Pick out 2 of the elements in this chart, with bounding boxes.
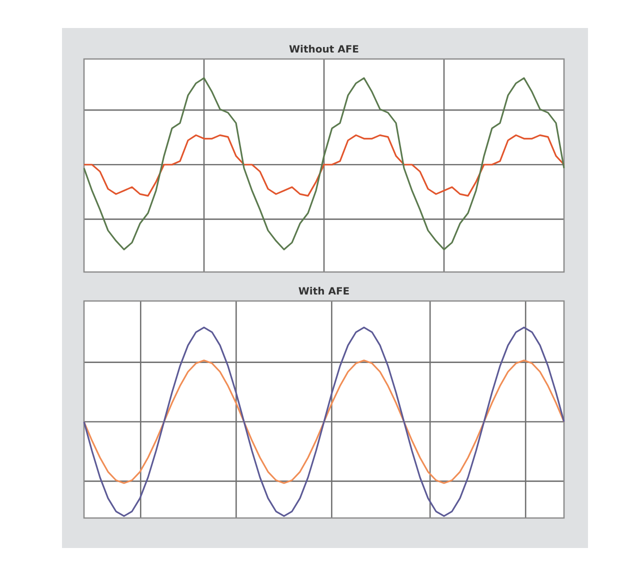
chart-title: With AFE — [298, 286, 350, 298]
chart-title: Without AFE — [288, 44, 360, 56]
